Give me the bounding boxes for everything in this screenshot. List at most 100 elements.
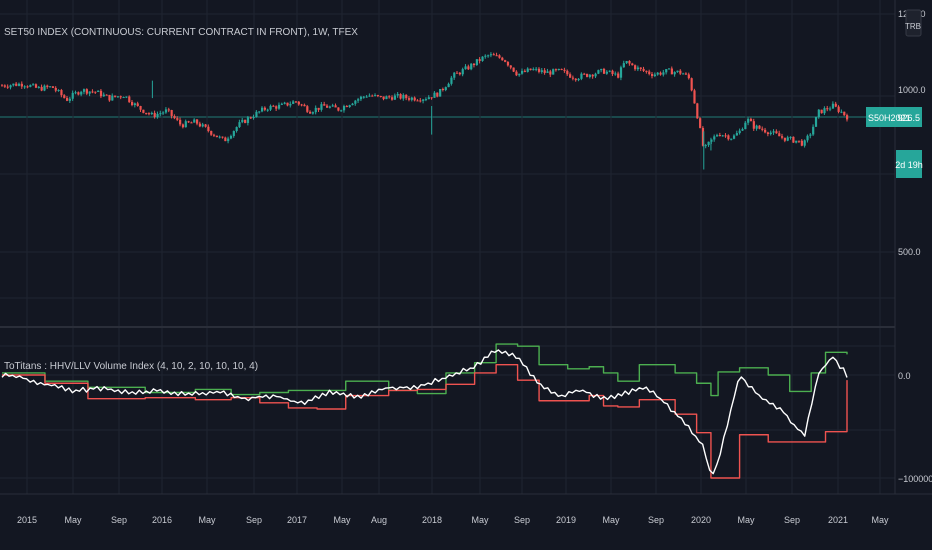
time-tick-label: 2020 <box>691 515 711 525</box>
candle-body <box>487 55 490 57</box>
candle-body <box>196 119 199 124</box>
candle-body <box>470 63 473 70</box>
candle-body <box>323 104 326 106</box>
indicator-title: ToTitans : HHV/LLV Volume Index (4, 10, … <box>4 361 258 372</box>
countdown-badge <box>896 150 922 178</box>
main-chart-title: SET50 INDEX (CONTINUOUS: CURRENT CONTRAC… <box>4 27 358 38</box>
candle-body <box>269 105 272 110</box>
candle-body <box>12 83 15 86</box>
candle-body <box>232 131 235 136</box>
candle-body <box>834 103 837 107</box>
time-tick-label: Sep <box>648 515 664 525</box>
candle-body <box>331 105 334 107</box>
candle-body <box>1 85 4 87</box>
candle-body <box>128 96 131 102</box>
candle-body <box>71 92 74 99</box>
candle-body <box>190 122 193 124</box>
candle-body <box>57 90 60 92</box>
candle-body <box>402 95 405 99</box>
candle-body <box>43 85 46 91</box>
candle-body <box>328 106 332 108</box>
candle-body <box>504 60 507 62</box>
candle-body <box>662 72 665 75</box>
candle-body <box>131 101 134 106</box>
candle-body <box>727 135 730 140</box>
candle-body <box>272 105 275 107</box>
candle-body <box>263 107 267 110</box>
candle-body <box>379 95 382 97</box>
candle-body <box>560 68 563 70</box>
candle-body <box>806 135 809 141</box>
candle-body <box>314 107 317 113</box>
candle-body <box>430 97 433 99</box>
candle-body <box>554 69 558 71</box>
candle-body <box>388 96 391 98</box>
price-tick-label: 1000.0 <box>898 85 926 95</box>
candle-body <box>716 135 719 137</box>
indicator-axis[interactable]: 0.0 −1000000.0 <box>898 371 932 484</box>
candle-body <box>116 96 120 98</box>
candle-body <box>212 134 216 136</box>
candle-body <box>549 71 552 75</box>
candle-body <box>829 108 832 110</box>
candle-body <box>797 140 801 142</box>
candle-body <box>543 70 546 73</box>
candle-body <box>684 73 688 75</box>
candle-body <box>407 98 411 100</box>
candle-body <box>718 135 722 137</box>
candle-body <box>803 140 806 146</box>
candle-body <box>351 103 354 106</box>
candle-body <box>814 116 818 127</box>
candle-body <box>345 106 348 108</box>
candle-body <box>159 113 162 115</box>
candle-body <box>597 70 600 74</box>
candle-body <box>577 78 580 81</box>
scale-button-label: TRB <box>905 22 921 31</box>
candle-body <box>532 69 535 71</box>
candle-body <box>639 67 642 69</box>
time-tick-label: 2021 <box>828 515 848 525</box>
candle-body <box>600 68 603 71</box>
candle-body <box>710 139 713 142</box>
candle-body <box>359 96 363 100</box>
candle-body <box>37 86 40 88</box>
candle-body <box>622 63 625 68</box>
scale-button[interactable] <box>905 9 922 37</box>
llv-line <box>2 364 848 479</box>
candle-body <box>766 132 770 135</box>
candle-body <box>181 124 185 128</box>
candle-body <box>628 61 631 64</box>
candle-body <box>583 73 586 75</box>
candle-body <box>761 128 764 130</box>
candle-body <box>193 119 196 123</box>
candle-body <box>133 103 137 106</box>
candle-body <box>752 121 755 129</box>
candle-body <box>772 131 775 133</box>
candle-body <box>153 112 156 117</box>
candle-body <box>591 74 594 77</box>
candle-body <box>453 72 456 78</box>
time-tick-label: Sep <box>111 515 127 525</box>
candle-body <box>249 117 252 119</box>
time-axis[interactable]: 2015 May Sep 2016 May Sep 2017 May Aug 2018 May Sep… <box>17 515 889 525</box>
candle-body <box>68 98 72 101</box>
candle-body <box>840 111 843 113</box>
candle-body <box>241 119 244 123</box>
candle-body <box>653 74 657 77</box>
candle-body <box>422 99 425 101</box>
candle-body <box>114 95 117 97</box>
candle-body <box>439 88 442 97</box>
candle-body <box>365 96 368 98</box>
candle-body <box>17 83 21 86</box>
candle-body <box>625 61 628 64</box>
candle-body <box>201 124 204 127</box>
candle-body <box>173 115 176 119</box>
candle-body <box>125 96 128 98</box>
candle-body <box>416 100 419 102</box>
candle-body <box>557 68 560 71</box>
candle-body <box>362 96 365 98</box>
candle-body <box>795 140 798 143</box>
candle-body <box>552 69 555 75</box>
candle-body <box>105 94 108 96</box>
candle-body <box>605 71 608 74</box>
